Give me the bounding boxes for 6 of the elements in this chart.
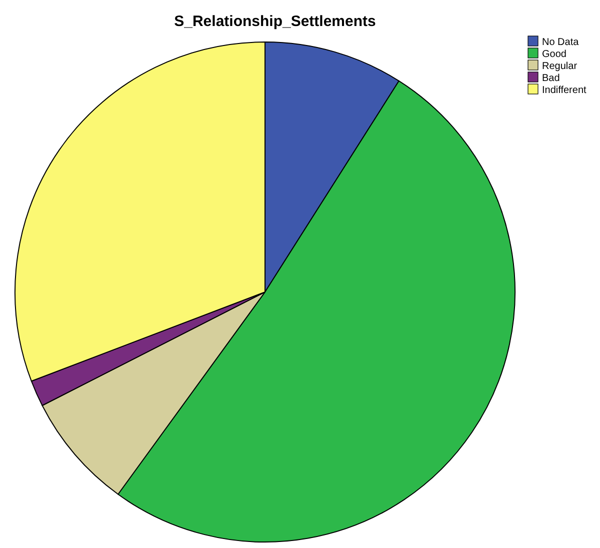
legend-label: Good	[542, 49, 566, 60]
chart-title: S_Relationship_Settlements	[174, 13, 376, 30]
legend-label: No Data	[542, 37, 580, 48]
legend-label: Indifferent	[542, 85, 587, 96]
legend-label: Regular	[542, 61, 578, 72]
legend-label: Bad	[542, 73, 560, 84]
